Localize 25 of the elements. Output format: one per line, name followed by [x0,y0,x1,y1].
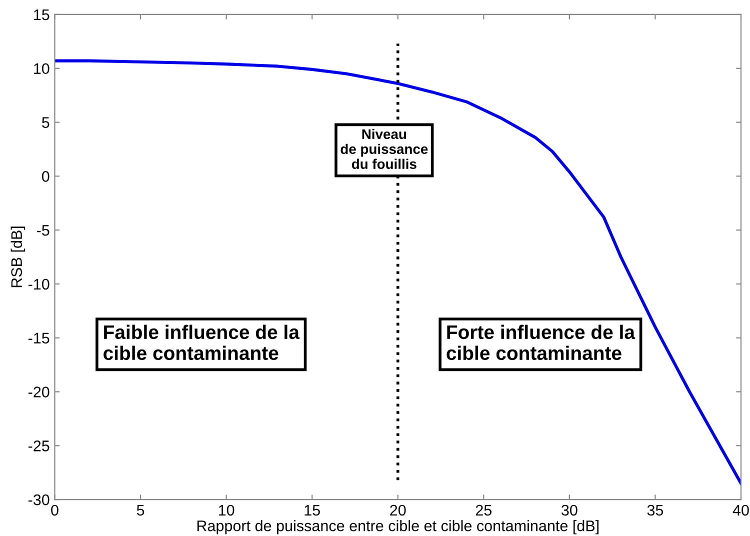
x-tick-label: 5 [136,504,144,516]
x-tick-label: 10 [218,504,234,516]
y-tick-label: -10 [28,278,50,290]
y-tick-label: 10 [34,63,50,74]
y-axis-title: RSB [dB] [10,226,26,288]
annotation: Niveau de puissance du fouillis [340,128,428,169]
annotation: Faible influence de la cible contaminante [104,324,300,360]
line-series [54,59,741,485]
x-tick-label: 30 [562,504,578,516]
x-tick-label: 40 [732,504,749,516]
y-tick-label: -20 [28,386,50,398]
y-tick-label: -15 [28,332,50,344]
x-axis-title: Rapport de puissance entre cible et cible contaminante [dB] [197,520,599,534]
y-tick-label: -25 [28,440,50,452]
x-tick-label: 15 [304,504,320,516]
y-tick-label: 0 [42,171,50,182]
x-tick-label: 35 [647,504,664,516]
annotation: Forte influence de la cible contaminante [446,324,636,360]
y-tick-label: 5 [42,117,50,128]
x-tick-label: 20 [390,504,406,516]
x-tick-label: 0 [51,504,58,516]
y-tick-label: -30 [28,494,50,506]
y-tick-label: -5 [36,225,50,236]
x-tick-label: 25 [476,504,492,516]
y-tick-label: 15 [34,9,50,20]
